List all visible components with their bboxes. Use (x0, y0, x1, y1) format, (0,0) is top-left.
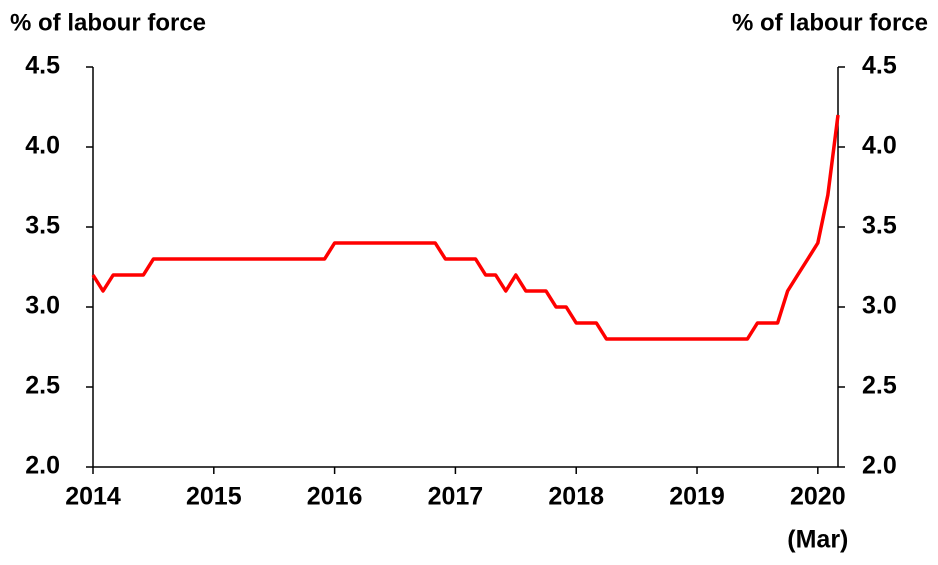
x-tick-label: 2016 (307, 483, 363, 511)
y2-tick-label: 4.5 (862, 52, 897, 80)
y-tick-label: 2.0 (25, 452, 60, 480)
y2-tick-label: 2.0 (862, 452, 897, 480)
y2-tick-label: 2.5 (862, 372, 897, 400)
y2-axis-title: % of labour force (732, 9, 928, 36)
x-tick-label: 2014 (65, 483, 121, 511)
x-tick-label: 2019 (669, 483, 725, 511)
y2-tick-label: 4.0 (862, 132, 897, 160)
y-tick-label: 4.5 (25, 52, 60, 80)
annotation: (Mar) (787, 526, 848, 554)
y-tick-label: 3.5 (25, 212, 60, 240)
y2-tick-label: 3.0 (862, 292, 897, 320)
y-axis-title: % of labour force (10, 9, 206, 36)
line (91, 114, 840, 341)
x-tick-label: 2020 (790, 483, 846, 511)
x-tick-label: 2018 (548, 483, 604, 511)
y2-tick-label: 3.5 (862, 212, 897, 240)
x-tick-label: 2015 (186, 483, 242, 511)
y-tick-label: 3.0 (25, 292, 60, 320)
y-tick-label: 2.5 (25, 372, 60, 400)
x-tick-label: 2017 (428, 483, 484, 511)
y-tick-label: 4.0 (25, 132, 60, 160)
